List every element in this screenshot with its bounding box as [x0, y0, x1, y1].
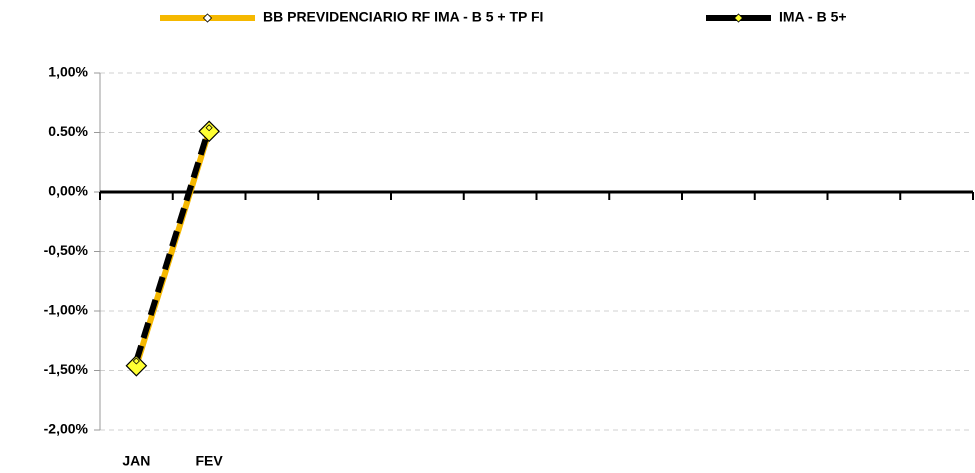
y-tick-label: -2,00% [44, 421, 89, 437]
legend-label: IMA - B 5+ [779, 9, 847, 25]
legend-marker [202, 13, 213, 23]
y-tick-label: -1,50% [44, 361, 89, 377]
marker [132, 357, 140, 365]
series-line [133, 126, 212, 362]
y-tick-label: 0.50% [48, 123, 88, 139]
marker [205, 124, 213, 132]
marker [198, 120, 220, 143]
y-tick-label: 1,00% [48, 64, 88, 80]
x-tick-label: JAN [122, 453, 150, 469]
legend-marker [733, 13, 744, 23]
y-tick-label: -0,50% [44, 242, 89, 258]
y-tick-label: 0,00% [48, 183, 88, 199]
y-tick-label: -1,00% [44, 302, 89, 318]
legend-label: BB PREVIDENCIARIO RF IMA - B 5 + TP FI [263, 9, 543, 25]
marker [125, 354, 148, 377]
x-tick-label: FEV [196, 453, 224, 469]
